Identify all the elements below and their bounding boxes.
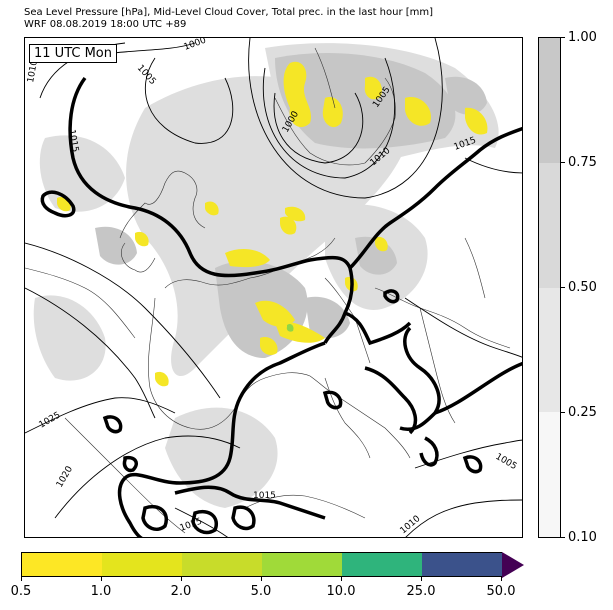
colorbar-tick — [341, 577, 342, 581]
colorbar-tick-label: 0.10 — [568, 530, 597, 545]
colorbar-tick-label: 5.0 — [250, 584, 272, 599]
precipitation-layer — [57, 61, 488, 387]
colorbar-segment — [182, 552, 262, 577]
chart-title-line1: Sea Level Pressure [hPa], Mid-Level Clou… — [24, 7, 434, 18]
colorbar-segment — [102, 552, 182, 577]
colorbar-tick — [181, 577, 182, 581]
colorbar-tick-label: 0.5 — [10, 584, 32, 599]
colorbar-segment — [21, 552, 102, 577]
isobar-label: 1015 — [66, 129, 80, 153]
colorbar-segment — [539, 38, 560, 163]
map-panel: 1005 1000 1005 1000 1010 1015 1015 1015 … — [24, 37, 523, 538]
valid-time-label: 11 UTC Mon — [29, 44, 117, 63]
colorbar-segment — [539, 412, 560, 537]
colorbar-tick-label: 0.25 — [568, 405, 597, 420]
colorbar-tick — [421, 577, 422, 581]
colorbar-extend-arrow — [502, 552, 524, 578]
colorbar-tick — [561, 287, 565, 288]
isobar-label: 1000 — [183, 38, 208, 53]
isobars-layer — [25, 38, 522, 537]
colorbar-tick-label: 1.00 — [568, 30, 597, 45]
colorbar-tick — [501, 577, 502, 581]
colorbar-tick-label: 50.0 — [486, 584, 516, 599]
colorbar-tick-label: 1.0 — [90, 584, 112, 599]
colorbar-segment — [422, 552, 502, 577]
colorbar-tick-label: 0.75 — [568, 155, 597, 170]
colorbar-tick — [101, 577, 102, 581]
colorbar-tick — [21, 577, 22, 581]
isobar-label: 1020 — [55, 464, 75, 489]
isobar-label: 1015 — [253, 491, 276, 501]
colorbar-tick — [561, 412, 565, 413]
colorbar-segment — [262, 552, 342, 577]
colorbar-tick-label: 2.0 — [170, 584, 192, 599]
cloud-cover-colorbar — [538, 37, 561, 538]
map-svg: 1005 1000 1005 1000 1010 1015 1015 1015 … — [25, 38, 522, 537]
colorbar-tick — [561, 537, 565, 538]
colorbar-tick — [261, 577, 262, 581]
colorbar-segment — [539, 287, 560, 413]
colorbar-tick-label: 10.0 — [326, 584, 356, 599]
colorbar-segment — [342, 552, 422, 577]
isobar-label: 1005 — [494, 452, 519, 472]
colorbar-tick — [561, 162, 565, 163]
isobar-label: 1005 — [135, 63, 158, 87]
chart-title-line2: WRF 08.08.2019 18:00 UTC +89 — [24, 19, 187, 30]
colorbar-segment — [539, 162, 560, 288]
colorbar-tick-label: 25.0 — [406, 584, 436, 599]
isobar-label: 1010 — [26, 59, 40, 84]
colorbar-tick-label: 0.50 — [568, 280, 597, 295]
precipitation-heavy-layer — [286, 323, 294, 332]
isobar-1015-highlight — [40, 76, 522, 537]
isobar-label: 1025 — [38, 410, 63, 430]
colorbar-tick — [561, 37, 565, 38]
precipitation-colorbar — [21, 552, 502, 577]
